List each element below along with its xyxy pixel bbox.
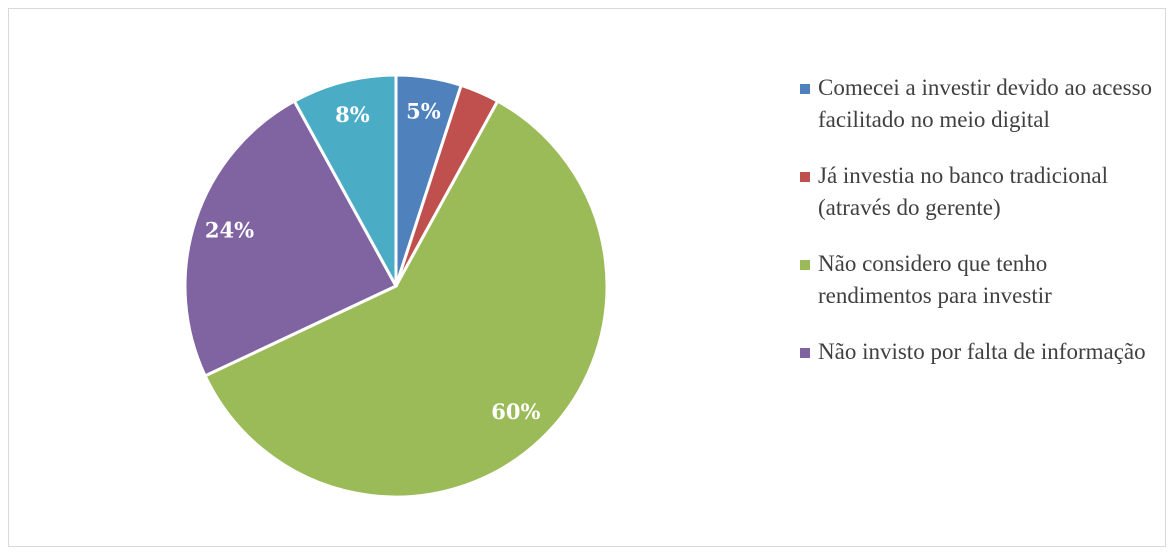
pie-slice bbox=[292, 73, 398, 287]
legend-swatch bbox=[800, 260, 810, 270]
legend-swatch bbox=[800, 172, 810, 182]
legend-item: Já investia no banco tradicional (atravé… bbox=[800, 160, 1160, 224]
data-label: 5% bbox=[406, 99, 441, 124]
pie-slice bbox=[203, 99, 609, 499]
pie-slice bbox=[183, 99, 399, 378]
legend-label: Já investia no banco tradicional (atravé… bbox=[818, 163, 1108, 220]
legend-label: Não considero que tenho rendimentos para… bbox=[818, 251, 1052, 308]
legend-item: Não invisto por falta de informação bbox=[800, 336, 1160, 368]
data-label: 24% bbox=[205, 217, 254, 242]
legend-item: Comecei a investir devido ao acesso faci… bbox=[800, 72, 1160, 136]
legend-item: Não considero que tenho rendimentos para… bbox=[800, 248, 1160, 312]
chart-frame bbox=[8, 8, 1166, 547]
legend-label: Não invisto por falta de informação bbox=[818, 339, 1146, 364]
data-label: 8% bbox=[335, 102, 370, 127]
data-label: 60% bbox=[491, 399, 540, 424]
legend: Comecei a investir devido ao acesso faci… bbox=[800, 72, 1160, 392]
legend-swatch bbox=[800, 348, 810, 358]
legend-swatch bbox=[800, 84, 810, 94]
legend-label: Comecei a investir devido ao acesso faci… bbox=[818, 75, 1153, 132]
